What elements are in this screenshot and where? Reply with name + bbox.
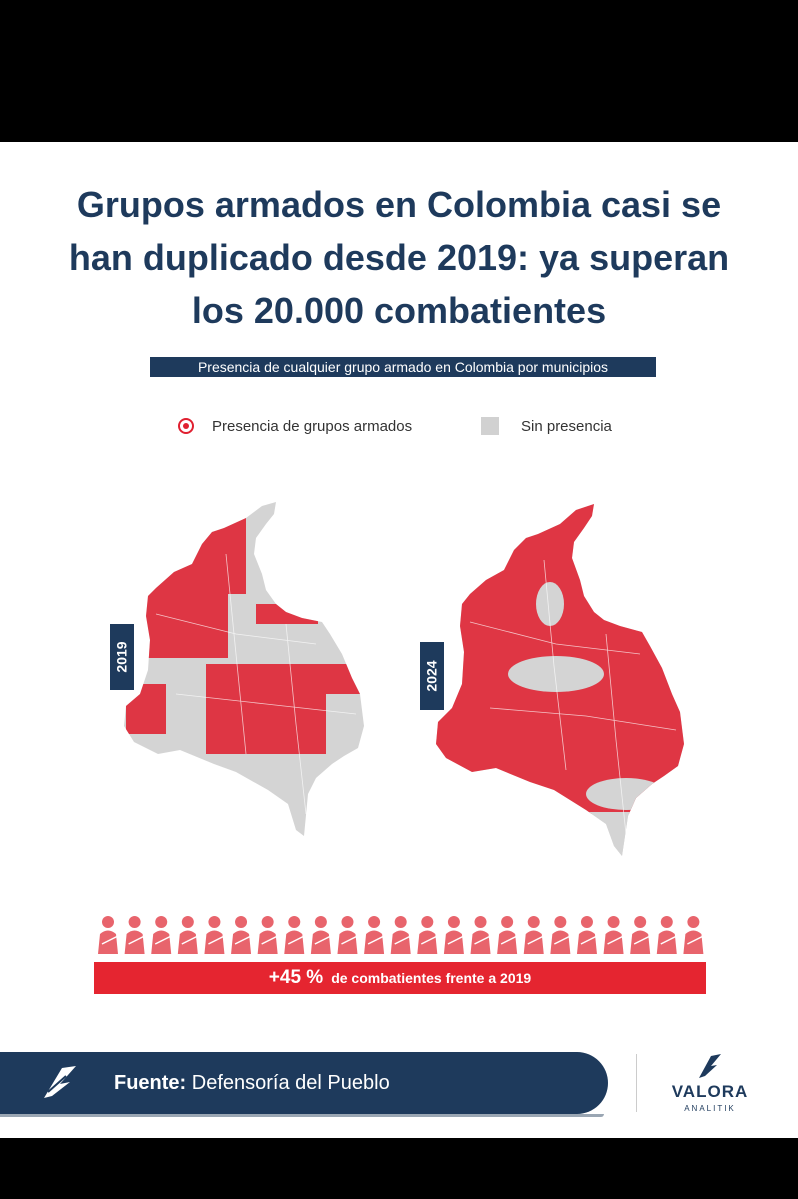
title-line-3: los 20.000 combatientes (191, 290, 607, 331)
title-line-2: han duplicado desde 2019: ya superan (68, 237, 730, 278)
logo-sub: ANALITIK (684, 1104, 736, 1113)
page-title: Grupos armados en Colombia casi se han d… (0, 178, 798, 337)
combatant-icon (151, 916, 176, 954)
combatant-icon (337, 916, 362, 954)
combatant-icon (310, 916, 336, 954)
combatant-icon (497, 916, 522, 954)
source-text: Fuente: Defensoría del Pueblo (114, 1071, 390, 1094)
combatant-icon (231, 916, 256, 954)
stat-bar: +45 % de combatientes frente a 2019 (94, 962, 706, 994)
valora-brand-icon (699, 1054, 721, 1078)
legend-presence: Presencia de grupos armados (178, 414, 412, 438)
legend-absence-label: Sin presencia (521, 417, 612, 435)
colombia-map-2019 (124, 502, 364, 836)
combatant-icon (284, 916, 309, 954)
combatant-icon (683, 916, 706, 954)
legend-absence: Sin presencia (481, 414, 612, 438)
presence-regions (436, 504, 684, 814)
department-borders (469, 559, 677, 835)
map-subtitle: Presencia de cualquier grupo armado en C… (150, 357, 656, 377)
year-tag-2024: 2024 (420, 642, 444, 710)
legend-presence-label: Presencia de grupos armados (212, 417, 413, 435)
combatant-icon (204, 916, 229, 954)
combatant-icon (124, 916, 149, 954)
stat-value: +45 % (268, 967, 324, 988)
infographic: Grupos armados en Colombia casi se han d… (0, 142, 798, 1138)
combatant-icon (390, 916, 416, 954)
logo-name: VALORA (671, 1082, 749, 1101)
year-tag-2019: 2019 (110, 624, 134, 690)
combatant-icon (576, 916, 602, 954)
combatant-icon (364, 916, 389, 954)
combatant-icon (177, 916, 203, 954)
combatant-icon (550, 916, 575, 954)
combatant-icon (470, 916, 495, 954)
combatant-icon (630, 916, 655, 954)
presence-marker-icon (178, 418, 194, 434)
combatant-icons (98, 916, 706, 954)
combatant-icon (257, 916, 282, 954)
source-band: Fuente: Defensoría del Pueblo (0, 1052, 608, 1117)
combatant-icon (417, 916, 442, 954)
logo-divider (636, 1054, 637, 1112)
title-line-1: Grupos armados en Colombia casi se (76, 184, 722, 225)
combatant-icon (656, 916, 682, 954)
department-borders (155, 553, 357, 815)
valora-logo-icon (44, 1066, 76, 1098)
combatant-icon (603, 916, 628, 954)
absence-swatch-icon (481, 417, 499, 435)
combatant-icon (98, 916, 123, 954)
colombia-map-2024 (436, 504, 684, 856)
stat-label: de combatientes frente a 2019 (331, 970, 532, 986)
combatant-icon (443, 916, 469, 954)
combatant-icon (523, 916, 549, 954)
